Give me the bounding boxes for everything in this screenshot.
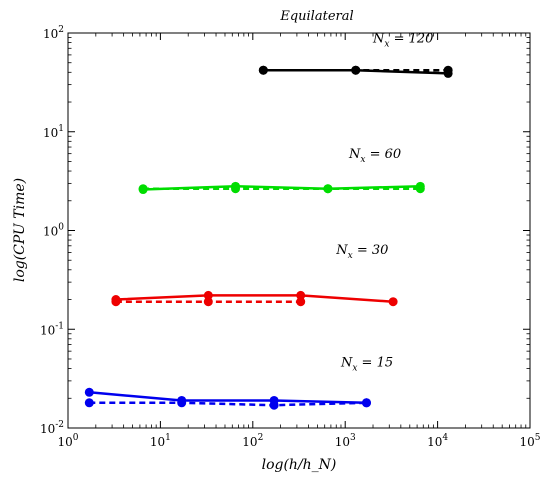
series-n-x-60-dashed-point xyxy=(415,184,425,194)
x-tick-label: 104 xyxy=(427,433,448,449)
series-n-x-30-dashed-point xyxy=(203,297,213,307)
series-n-x-120-dashed-point xyxy=(258,65,268,75)
series-n-x-15-solid-point xyxy=(84,387,94,397)
chart-title: Equilateral xyxy=(279,9,353,24)
series-n-x-60-dashed-point xyxy=(231,184,241,194)
x-tick-label: 105 xyxy=(519,433,540,449)
annotation-nx60: Nx = 60 xyxy=(348,147,401,165)
series-n-x-30-solid-point xyxy=(203,290,213,300)
annotations-group: Nx = 120 Nx = 60 Nx = 30 Nx = 15 xyxy=(335,32,433,374)
series-n-x-120-dashed-point xyxy=(351,65,361,75)
x-axis-label: log(h/h_N) xyxy=(262,457,337,473)
y-tick-label: 10-1 xyxy=(40,321,64,337)
series-n-x-15-dashed-point xyxy=(177,398,187,408)
annotation-nx15: Nx = 15 xyxy=(340,355,393,373)
series-n-x-120-dashed-point xyxy=(443,65,453,75)
series-group xyxy=(84,65,453,410)
series-n-x-60-dashed-point xyxy=(323,184,333,194)
series-n-x-15-dashed-point xyxy=(361,398,371,408)
series-n-x-30-dashed-point xyxy=(111,297,121,307)
x-tick-label: 103 xyxy=(335,433,356,449)
series-n-x-30-solid-point xyxy=(296,290,306,300)
series-n-x-15-dashed-point xyxy=(84,398,94,408)
annotation-nx120: Nx = 120 xyxy=(372,32,433,50)
y-axis-label: log(CPU Time) xyxy=(12,178,28,282)
series-n-x-30-solid-point xyxy=(388,297,398,307)
x-tick-label: 100 xyxy=(57,433,78,449)
annotation-nx30: Nx = 30 xyxy=(335,243,388,261)
axis-ticks: 100 101 102 103 104 105 10-2 10-1 100 101 102 xyxy=(40,25,541,449)
series-n-x-30-dashed-point xyxy=(296,297,306,307)
series-n-x-60-dashed-point xyxy=(138,184,148,194)
series-n-x-15-dashed-line xyxy=(89,401,367,407)
series-n-x-15-solid-line xyxy=(89,391,367,405)
y-tick-label: 101 xyxy=(43,124,64,140)
y-tick-label: 100 xyxy=(43,223,64,239)
x-tick-label: 101 xyxy=(150,433,171,449)
y-tick-label: 10-2 xyxy=(40,420,64,436)
y-tick-label: 102 xyxy=(43,25,64,41)
series-n-x-30-solid-line xyxy=(115,294,394,303)
plot-frame xyxy=(67,32,531,429)
series-n-x-15-dashed-point xyxy=(269,400,279,410)
x-tick-label: 102 xyxy=(242,433,263,449)
